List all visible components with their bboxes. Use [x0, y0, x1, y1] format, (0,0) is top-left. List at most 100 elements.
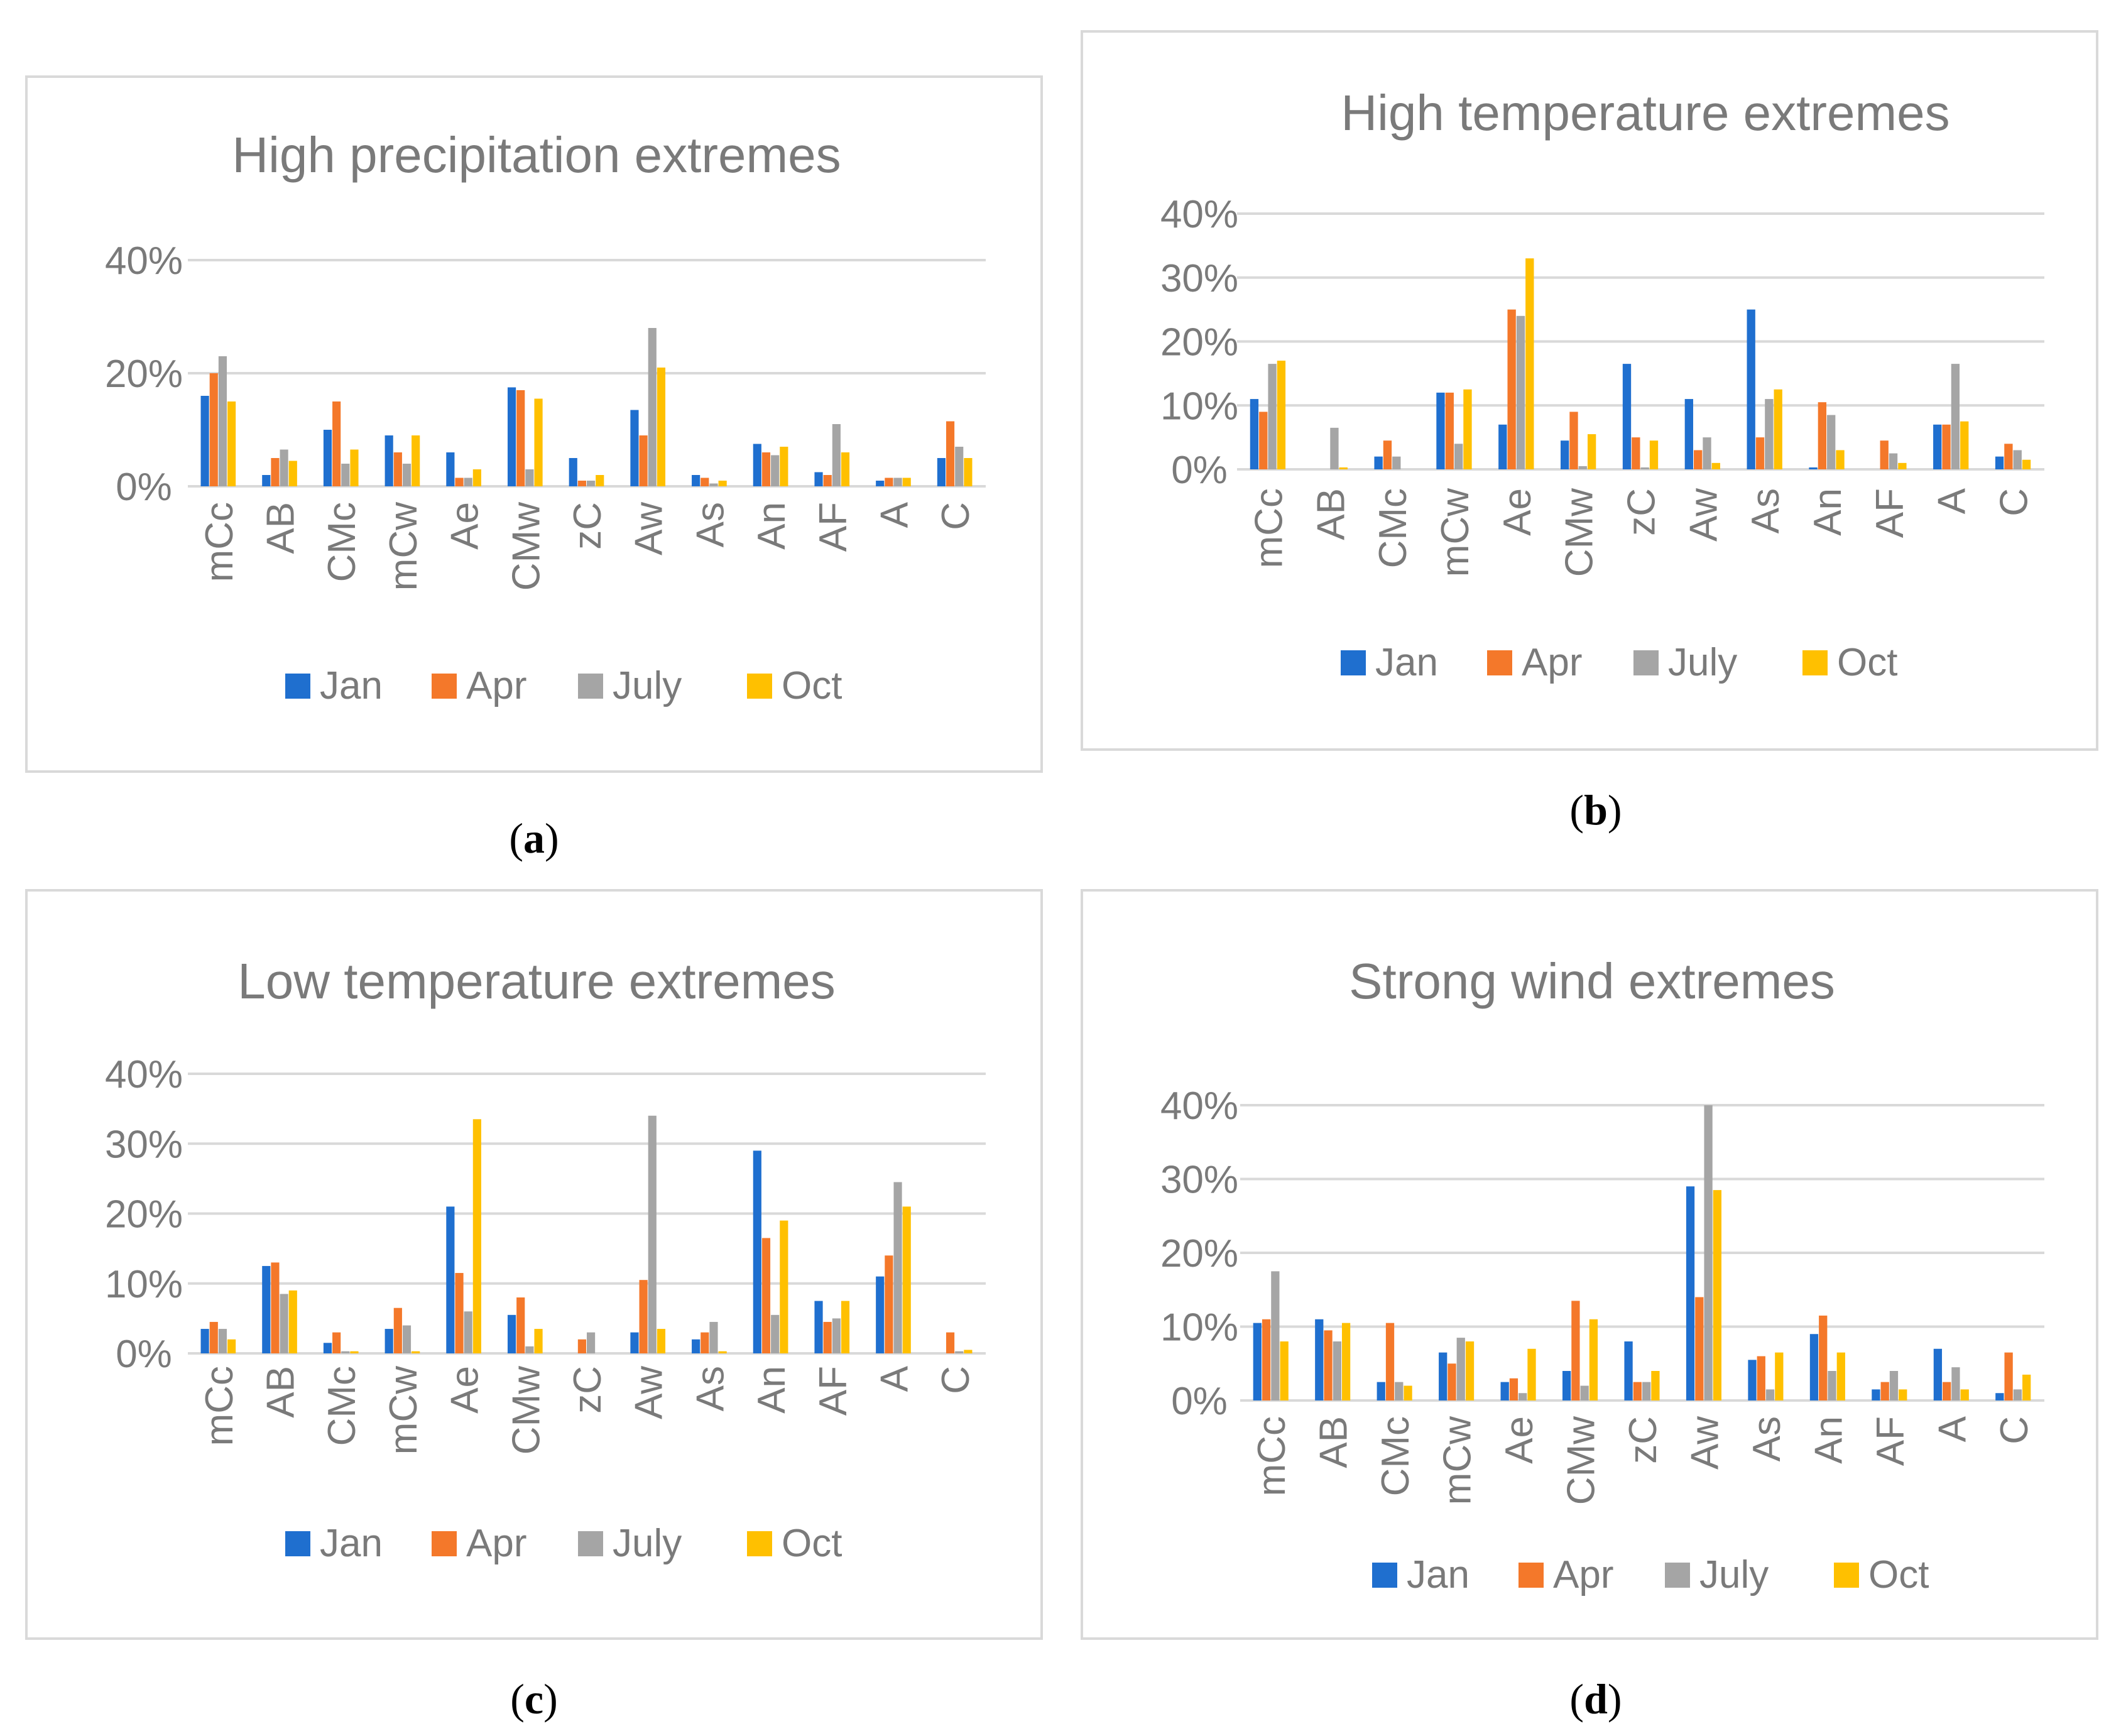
bar-oct-Aw	[657, 1329, 666, 1353]
bar-july-mCw	[1454, 444, 1463, 469]
y-tick-label: 40%	[105, 1053, 183, 1096]
x-tick-label: AB	[1312, 1416, 1356, 1468]
bar-apr-Ae	[455, 1273, 464, 1353]
chart-a: High precipitation extremes 0% 20% 40% mCc AB…	[105, 127, 986, 707]
bar-jan-mCc	[1250, 399, 1259, 469]
legend-swatch-jan	[1372, 1563, 1397, 1588]
bar-oct-CMc	[350, 1351, 359, 1353]
bar-july-A	[893, 1182, 902, 1353]
x-tick-label: AB	[259, 1366, 303, 1418]
x-tick-label: CMw	[1560, 1416, 1603, 1505]
x-tick-label: mCc	[198, 1366, 241, 1446]
x-tick-label: As	[1745, 1416, 1789, 1461]
y-tick-label: 10%	[105, 1263, 183, 1306]
bar-jan-C	[937, 458, 946, 486]
x-tick-label: zC	[1620, 488, 1664, 536]
y-tick-label: 30%	[1160, 1159, 1238, 1202]
bar-apr-AF	[1880, 1382, 1889, 1400]
bar-oct-A	[902, 478, 911, 486]
bar-jan-zC	[1624, 1341, 1633, 1400]
bar-apr-Aw	[639, 1280, 648, 1353]
bar-jan-A	[876, 481, 885, 486]
legend-swatch-oct	[1802, 650, 1828, 675]
bar-july-mCc	[218, 1329, 227, 1353]
bar-july-AF	[832, 1318, 841, 1353]
caption-c: (c)	[510, 1675, 558, 1723]
bar-oct-Aw	[1711, 462, 1721, 469]
bar-july-mCw	[1456, 1338, 1465, 1400]
bar-oct-Ae	[1525, 258, 1534, 469]
bar-july-Aw	[648, 1115, 657, 1353]
legend-swatch-july	[1665, 1563, 1690, 1588]
bar-apr-zC	[1633, 1382, 1642, 1400]
bar-apr-A	[885, 478, 893, 486]
x-tick-label: CMc	[320, 502, 364, 582]
bar-oct-mCw	[412, 435, 420, 486]
bar-oct-As	[1774, 389, 1782, 469]
x-tick-label: Aw	[628, 502, 671, 555]
bar-oct-AF	[841, 1301, 850, 1353]
bar-apr-mCc	[209, 1321, 218, 1353]
bar-jan-CMc	[1374, 456, 1383, 469]
chart-panel-a: High precipitation extremes 0% 20% 40% mCc AB…	[25, 75, 1043, 773]
bar-oct-AB	[288, 1290, 297, 1353]
bar-oct-C	[964, 458, 973, 486]
bar-oct-An	[780, 1220, 788, 1353]
bar-apr-AF	[823, 475, 832, 486]
bar-apr-AB	[271, 1262, 280, 1353]
bar-july-CMw	[525, 469, 534, 486]
bar-oct-mCw	[1465, 1341, 1475, 1400]
bar-jan-Aw	[630, 410, 639, 486]
legend-label-jan: Jan	[1407, 1553, 1469, 1597]
bar-oct-As	[1775, 1352, 1784, 1400]
legend-swatch-apr	[1519, 1563, 1544, 1588]
bar-jan-An	[1809, 467, 1818, 469]
chart-d: Strong wind extremes 0% 10% 20% 30% 40% mCc AB C…	[1160, 953, 2044, 1597]
legend-label-oct: Oct	[782, 1522, 842, 1565]
x-tick-label: CMw	[504, 502, 548, 591]
bar-july-As	[1765, 1389, 1775, 1400]
bar-oct-CMw	[1587, 434, 1596, 469]
bar-july-mCc	[1268, 364, 1277, 469]
bar-july-A	[1951, 1367, 1960, 1400]
bar-oct-AF	[841, 452, 850, 486]
bar-jan-A	[1933, 1348, 1943, 1400]
x-tick-label: zC	[1622, 1416, 1665, 1464]
bar-july-C	[2013, 450, 2022, 469]
bar-july-mCc	[1271, 1271, 1280, 1400]
bar-oct-C	[964, 1350, 973, 1353]
bar-oct-C	[2022, 459, 2031, 469]
bar-oct-A	[1960, 421, 1969, 469]
bar-oct-AF	[1898, 462, 1907, 469]
bar-apr-As	[1757, 1356, 1765, 1400]
bar-jan-mCc	[1253, 1323, 1262, 1400]
bar-jan-Aw	[1684, 399, 1694, 469]
x-tick-label: AF	[812, 1366, 855, 1416]
x-tick-label: Ae	[1498, 1416, 1541, 1464]
bar-july-AB	[1330, 427, 1339, 469]
bar-apr-Aw	[1695, 1297, 1704, 1400]
chart-panel-d: Strong wind extremes 0% 10% 20% 30% 40% mCc AB C…	[1081, 889, 2098, 1640]
bar-july-mCc	[218, 356, 227, 486]
bar-apr-As	[1755, 437, 1765, 469]
bar-july-Ae	[1519, 1393, 1527, 1400]
bar-apr-mCw	[393, 452, 402, 486]
bar-july-zC	[587, 1332, 596, 1353]
bar-oct-CMc	[350, 449, 359, 486]
bar-jan-Ae	[446, 452, 455, 486]
legend-label-oct: Oct	[782, 664, 842, 707]
bar-oct-mCw	[1463, 389, 1472, 469]
y-tick-label: 40%	[105, 239, 183, 283]
bar-jan-CMw	[1562, 1371, 1571, 1400]
x-tick-label: An	[1807, 1416, 1850, 1464]
bar-jan-An	[753, 1150, 761, 1353]
bar-july-Aw	[1704, 1105, 1713, 1400]
bar-july-CMc	[341, 464, 350, 486]
bar-jan-mCw	[384, 1329, 393, 1353]
bar-oct-A	[902, 1206, 911, 1353]
bar-july-mCw	[402, 464, 412, 486]
bar-july-Ae	[1516, 315, 1525, 469]
x-tick-label: AB	[259, 502, 303, 554]
bar-apr-C	[2004, 444, 2013, 469]
bar-july-AB	[1333, 1341, 1341, 1400]
